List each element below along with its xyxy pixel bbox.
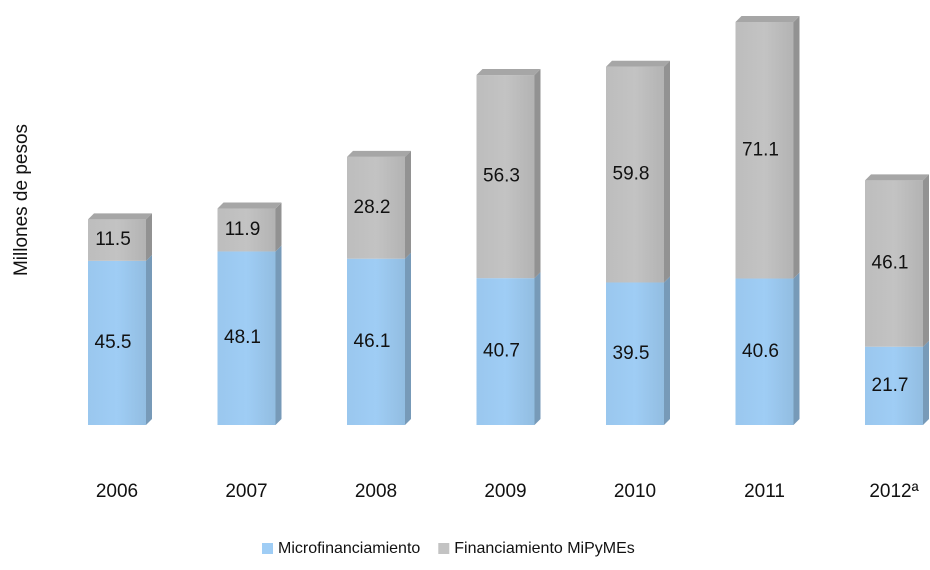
bar-segment <box>476 278 535 425</box>
x-tick-label: 2011 <box>744 481 785 502</box>
x-tick-label: 2006 <box>96 481 138 502</box>
bar-top <box>606 60 670 67</box>
bar-side <box>405 150 411 259</box>
value-label: 46.1 <box>872 253 909 274</box>
y-axis-label: Millones de pesos <box>11 124 32 276</box>
bar-side <box>275 202 282 252</box>
value-label: 48.1 <box>224 327 261 348</box>
bar-side <box>664 60 670 283</box>
bar-segment <box>735 278 794 425</box>
bar-segment <box>88 260 146 425</box>
value-label: 21.7 <box>872 375 909 396</box>
bar-top <box>735 16 800 22</box>
bar-side <box>664 276 670 425</box>
value-label: 59.8 <box>613 164 650 185</box>
legend-label: Financiamiento MiPyMEs <box>454 540 635 557</box>
bar-side <box>923 174 929 347</box>
value-label: 40.7 <box>483 341 520 362</box>
value-label: 46.1 <box>354 331 391 352</box>
bar-side <box>793 16 800 279</box>
value-label: 28.2 <box>354 197 391 218</box>
bar-segment <box>606 66 664 283</box>
bar-segment <box>217 208 276 252</box>
bar-segment <box>865 346 923 425</box>
x-tick-label: 2010 <box>614 481 656 502</box>
legend-label: Microfinanciamiento <box>278 540 420 557</box>
bar-segment <box>865 180 923 347</box>
bar-segment <box>606 282 664 425</box>
bar-side <box>923 340 929 425</box>
x-tick-label: 2007 <box>225 481 267 502</box>
bar-segment <box>735 22 794 279</box>
value-label: 40.6 <box>742 341 779 362</box>
x-tick-label: 2012ª <box>869 481 919 502</box>
bar-side <box>534 69 541 279</box>
value-label: 11.5 <box>95 229 131 250</box>
value-label: 45.5 <box>95 332 132 353</box>
bar-top <box>88 213 152 220</box>
value-label: 11.9 <box>225 219 261 240</box>
value-label: 71.1 <box>742 139 779 160</box>
bar-segment <box>217 251 276 425</box>
bar-segment <box>347 156 405 259</box>
value-label: 56.3 <box>483 166 520 187</box>
legend-swatch <box>262 543 273 554</box>
value-label: 39.5 <box>613 343 650 364</box>
legend-swatch <box>438 543 450 554</box>
bar-top <box>347 150 411 157</box>
bar-side <box>146 213 152 261</box>
bar-side <box>146 254 152 425</box>
bar-segment <box>476 75 535 279</box>
bar-top <box>217 202 282 209</box>
bar-segment <box>347 258 405 425</box>
x-tick-label: 2009 <box>484 481 526 502</box>
bar-top <box>865 174 929 181</box>
bar-segment <box>88 219 146 261</box>
bar-side <box>534 272 541 425</box>
x-tick-label: 2008 <box>355 481 397 502</box>
bar-side <box>405 252 411 425</box>
bar-side <box>793 272 800 425</box>
bar-side <box>275 245 282 425</box>
bar-top <box>476 69 541 76</box>
